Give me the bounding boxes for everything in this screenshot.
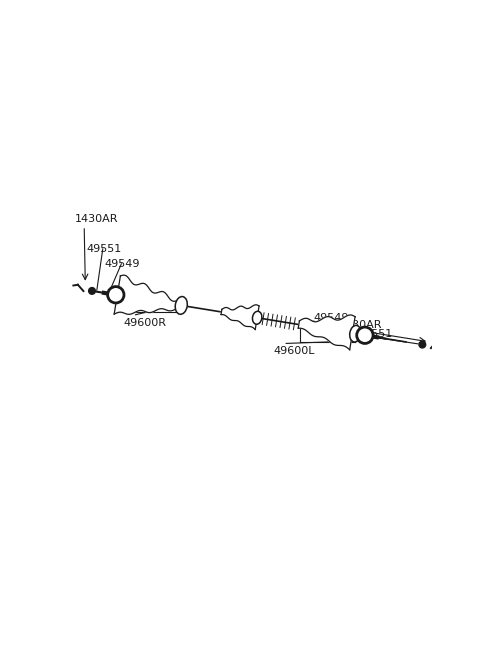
Circle shape [89, 288, 96, 294]
Polygon shape [114, 275, 178, 314]
Polygon shape [221, 305, 259, 329]
Text: 1430AR: 1430AR [75, 214, 119, 224]
Circle shape [108, 287, 124, 303]
Ellipse shape [175, 297, 187, 314]
Text: 49549: 49549 [313, 312, 348, 323]
Text: 49600R: 49600R [123, 318, 166, 328]
Polygon shape [298, 315, 355, 350]
Ellipse shape [350, 326, 361, 342]
Ellipse shape [252, 311, 262, 324]
Circle shape [419, 341, 426, 348]
Circle shape [357, 327, 373, 343]
Text: 49600L: 49600L [274, 346, 315, 356]
Text: 49551: 49551 [86, 244, 121, 254]
Text: 49549: 49549 [105, 259, 140, 269]
Text: 49551: 49551 [358, 329, 393, 339]
Text: 1430AR: 1430AR [339, 320, 383, 330]
